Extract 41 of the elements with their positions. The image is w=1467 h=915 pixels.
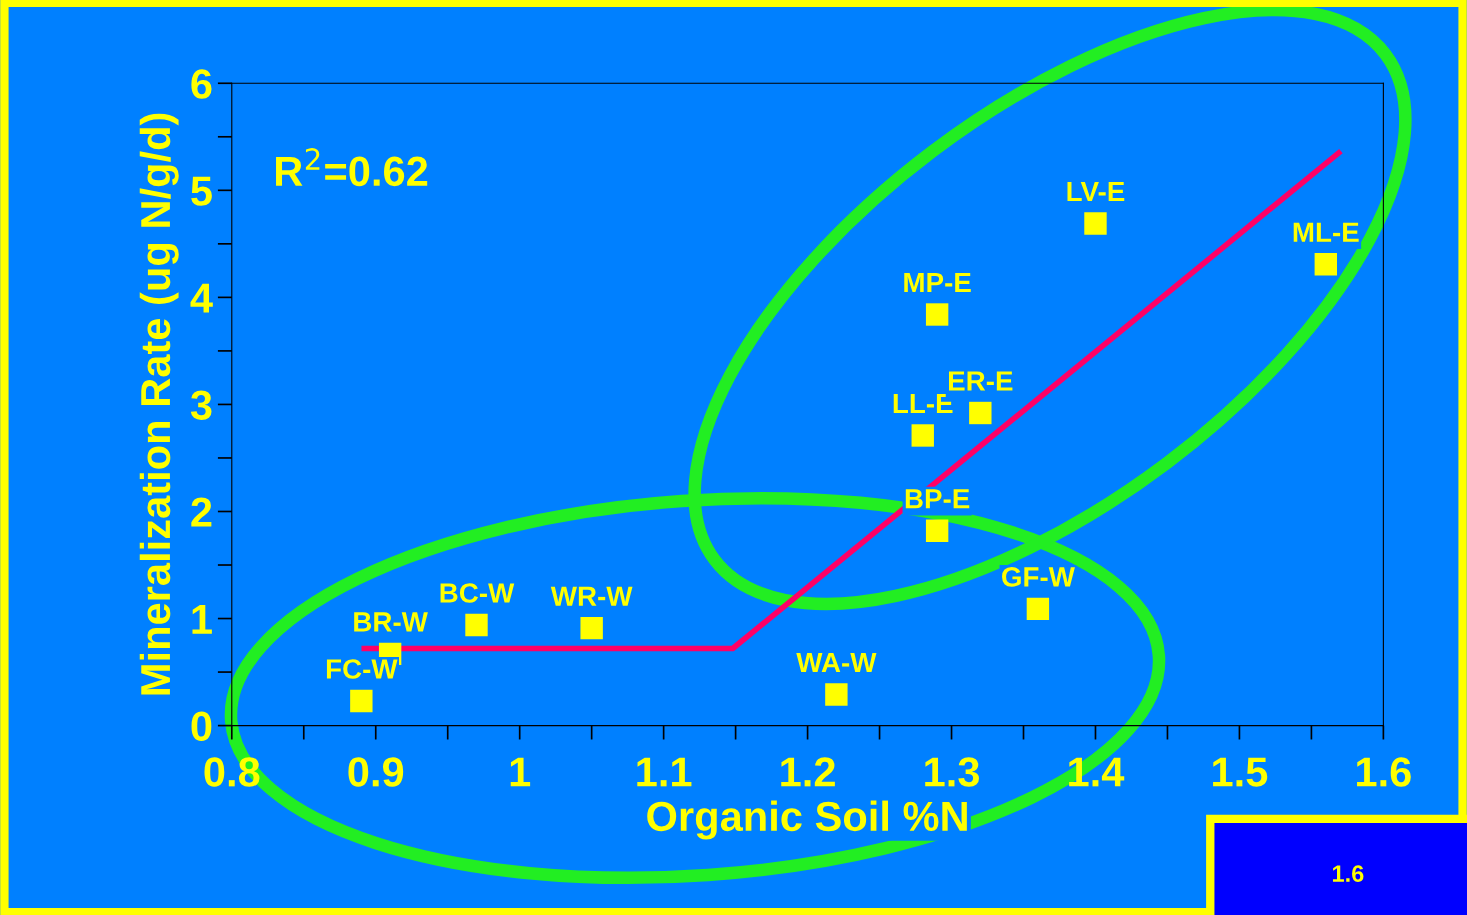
y-tick-label: 3 (190, 390, 212, 420)
point (825, 683, 848, 706)
point (925, 303, 949, 326)
point (465, 613, 488, 637)
point (911, 424, 934, 447)
point (580, 616, 603, 640)
annotation: LL-E (893, 393, 953, 414)
x-tick-label: 1.1 (637, 757, 692, 787)
x-tick-label: 1.2 (781, 757, 835, 787)
text: 1.6 (1332, 865, 1364, 882)
annotation: BP-E (905, 489, 970, 509)
y-tick-label: 2 (191, 497, 212, 527)
annotation: LV-E (1067, 181, 1125, 202)
point (1084, 212, 1107, 235)
annotation: ML-E (1293, 222, 1359, 242)
annotation: GF-W (1002, 567, 1075, 587)
x-tick-label: 1.3 (925, 757, 979, 787)
point (969, 401, 992, 425)
y-tick-label: 6 (191, 69, 212, 99)
x-tick-label: 1.5 (1213, 757, 1268, 787)
annotation: BC-W (440, 583, 515, 603)
y-tick-label: 5 (191, 176, 212, 206)
y-axis-title: Mineralization Rate (ug N/g/d) (139, 113, 179, 695)
point (350, 689, 373, 713)
annotation: WR-W (550, 586, 633, 606)
annotation: BR-W (354, 612, 428, 632)
annotation: FC-W (326, 659, 398, 679)
x-tick-label: 1.6 (1357, 757, 1411, 787)
x-tick-label: 0.9 (348, 757, 404, 787)
annotation: MP-E (904, 272, 971, 293)
x-axis-title: Organic Soil %N (647, 800, 967, 840)
x-tick-label: 1 (510, 757, 531, 787)
point (1026, 597, 1050, 621)
annotation: ER-E (949, 371, 1013, 391)
point (1314, 252, 1337, 276)
y-tick-label: 0 (191, 711, 212, 742)
y-tick-label: 4 (190, 283, 213, 313)
annotation: WA-W (796, 653, 877, 673)
annotation: R$^{2}$=0.62 (276, 148, 428, 187)
y-tick-label: 1 (192, 604, 212, 634)
point (925, 519, 949, 542)
